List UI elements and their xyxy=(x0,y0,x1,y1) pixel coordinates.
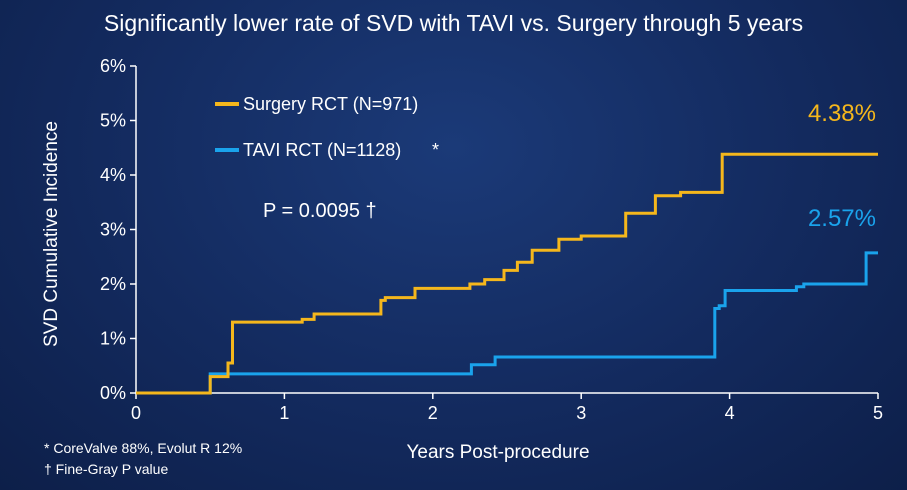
x-tick-label: 5 xyxy=(873,403,883,423)
y-tick-label: 1% xyxy=(100,329,126,349)
x-tick-label: 2 xyxy=(428,403,438,423)
surgery-end-label: 4.38% xyxy=(808,100,876,127)
footnote-p-value: † Fine-Gray P value xyxy=(44,461,169,477)
chart-title: Significantly lower rate of SVD with TAV… xyxy=(103,10,804,36)
chart-axes xyxy=(135,66,878,394)
surgery-series-line xyxy=(136,152,878,395)
y-tick-label: 6% xyxy=(100,56,126,76)
y-axis-label: SVD Cumulative Incidence xyxy=(41,121,62,347)
x-tick-label: 3 xyxy=(576,403,586,423)
tavi-series-line xyxy=(136,251,878,395)
x-tick-label: 0 xyxy=(131,403,141,423)
tavi-legend-marker: * xyxy=(432,140,439,160)
x-axis-label: Years Post-procedure xyxy=(406,442,589,463)
footnote-valve-mix: * CoreValve 88%, Evolut R 12% xyxy=(44,440,243,456)
x-tick-label: 4 xyxy=(725,403,735,423)
tavi-end-label: 2.57% xyxy=(808,205,876,232)
tavi-legend-label: TAVI RCT (N=1128) xyxy=(243,140,401,160)
p-value-label: P = 0.0095 † xyxy=(263,200,377,222)
x-tick-label: 1 xyxy=(279,403,289,423)
y-tick-label: 2% xyxy=(100,274,126,294)
y-tick-label: 3% xyxy=(100,220,126,240)
y-tick-label: 5% xyxy=(100,111,126,131)
y-tick-label: 4% xyxy=(100,165,126,185)
y-tick-label: 0% xyxy=(100,383,126,403)
surgery-legend-label: Surgery RCT (N=971) xyxy=(243,94,418,114)
